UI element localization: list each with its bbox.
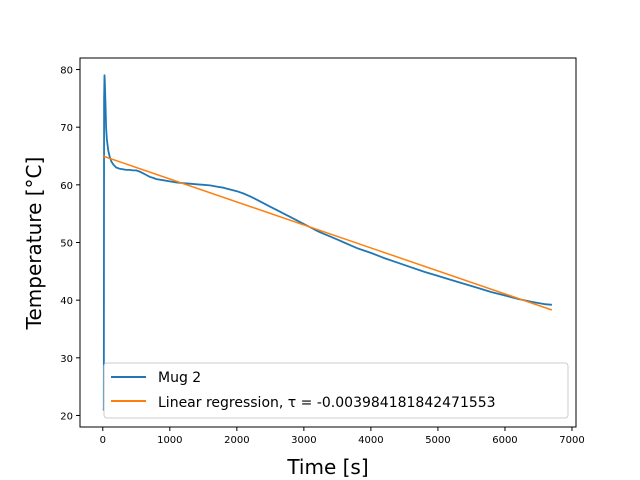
x-tick-label: 4000 — [358, 435, 383, 446]
x-tick-label: 2000 — [224, 435, 249, 446]
y-tick-label: 30 — [60, 354, 73, 365]
y-tick-label: 40 — [60, 296, 73, 307]
legend-box — [103, 362, 569, 419]
x-tick-label: 6000 — [492, 435, 517, 446]
series-line-mug-2 — [102, 74, 552, 411]
legend: Mug 2 Linear regression, τ = -0.00398418… — [103, 362, 569, 419]
y-tick-label: 60 — [60, 181, 73, 192]
x-tick-label: 5000 — [425, 435, 450, 446]
x-tick-label: 7000 — [559, 435, 584, 446]
y-tick-label: 50 — [60, 239, 73, 250]
y-tick-label: 80 — [60, 66, 73, 77]
y-axis: 20 30 40 50 60 70 80 — [60, 66, 80, 422]
x-axis: 0 1000 2000 3000 4000 5000 6000 7000 — [100, 427, 585, 446]
x-tick-label: 0 — [100, 435, 106, 446]
x-tick-label: 1000 — [157, 435, 182, 446]
y-tick-label: 20 — [60, 411, 73, 422]
x-axis-title: Time [s] — [286, 455, 368, 479]
x-tick-label: 3000 — [291, 435, 316, 446]
y-axis-title: Temperature [°C] — [22, 157, 46, 331]
legend-label-linear-regression: Linear regression, τ = -0.00398418184247… — [158, 395, 496, 411]
legend-label-mug-2: Mug 2 — [158, 370, 201, 386]
y-tick-label: 70 — [60, 123, 73, 134]
series-line-linear-regression — [102, 155, 553, 311]
series-layer — [102, 74, 553, 411]
